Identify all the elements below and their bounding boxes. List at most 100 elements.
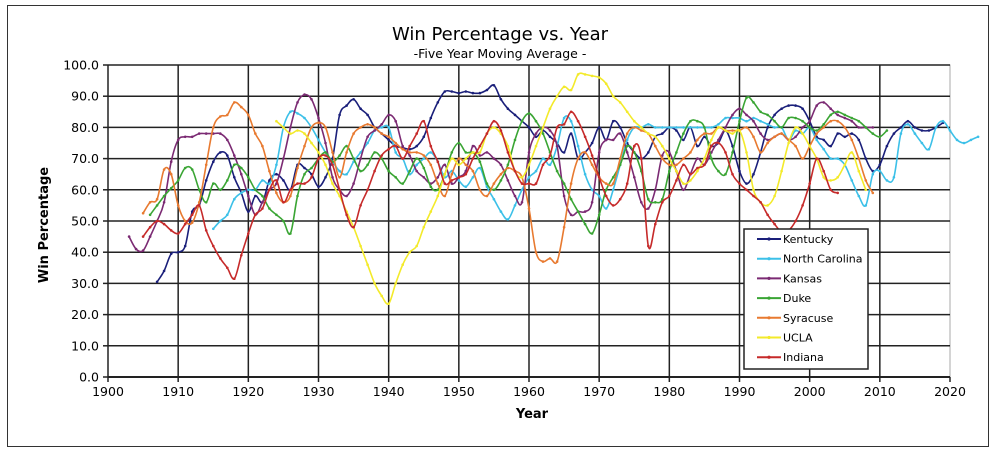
data-point	[766, 141, 769, 145]
legend-label: UCLA	[783, 332, 813, 345]
data-point	[794, 144, 797, 148]
data-point	[555, 260, 559, 263]
legend-marker	[767, 316, 771, 320]
data-point	[815, 104, 818, 107]
data-point	[661, 144, 664, 148]
data-point	[233, 277, 236, 281]
data-point	[682, 188, 685, 192]
data-point	[450, 182, 454, 185]
data-point	[359, 244, 362, 248]
data-point	[745, 182, 748, 185]
data-point	[373, 169, 376, 173]
data-point	[155, 219, 159, 223]
data-point	[155, 197, 159, 201]
data-point	[689, 126, 692, 129]
data-point	[871, 191, 875, 195]
x-tick-label: 1950	[443, 384, 475, 399]
data-point	[927, 147, 931, 151]
data-point	[836, 157, 839, 160]
data-point	[169, 229, 173, 232]
data-point	[422, 135, 426, 139]
data-point	[724, 129, 727, 132]
data-point	[443, 182, 447, 185]
data-point	[148, 235, 152, 238]
data-point	[822, 176, 825, 179]
data-point	[780, 107, 783, 110]
data-point	[338, 113, 341, 117]
data-point	[640, 201, 643, 204]
data-point	[590, 201, 594, 204]
data-point	[808, 144, 811, 148]
data-point	[583, 135, 587, 139]
data-point	[366, 263, 369, 267]
data-point	[773, 194, 776, 198]
data-point	[492, 188, 496, 192]
data-point	[689, 179, 692, 182]
data-point	[787, 104, 790, 107]
data-point	[569, 197, 573, 201]
data-point	[471, 151, 475, 154]
data-point	[359, 204, 362, 207]
data-point	[513, 204, 517, 207]
data-point	[527, 207, 531, 210]
data-point	[780, 132, 783, 135]
data-point	[604, 82, 608, 85]
data-point	[422, 119, 426, 123]
data-point	[380, 123, 384, 126]
data-point	[675, 169, 678, 173]
legend-label: North Carolina	[783, 253, 863, 266]
data-point	[464, 90, 468, 93]
data-point	[562, 225, 566, 229]
data-point	[240, 191, 243, 195]
data-point	[703, 132, 706, 135]
x-tick-label: 1920	[232, 384, 264, 399]
x-tick-label: 1910	[162, 384, 194, 399]
data-point	[275, 179, 278, 182]
data-point	[829, 157, 832, 160]
data-point	[745, 96, 748, 100]
data-point	[576, 119, 580, 123]
data-point	[471, 169, 475, 173]
data-point	[247, 113, 250, 117]
data-point	[478, 188, 482, 192]
data-point	[443, 172, 447, 176]
y-tick-label: 20.0	[71, 307, 99, 322]
data-point	[436, 160, 440, 163]
data-point	[843, 163, 847, 167]
data-point	[625, 110, 629, 114]
data-point	[331, 182, 334, 185]
data-point	[892, 132, 896, 135]
data-point	[731, 172, 734, 176]
data-point	[808, 126, 811, 129]
data-point	[829, 179, 832, 182]
data-point	[633, 126, 636, 129]
data-point	[492, 84, 496, 87]
data-point	[499, 163, 503, 167]
data-point	[562, 151, 566, 154]
data-point	[240, 254, 243, 257]
data-point	[555, 126, 559, 129]
data-point	[906, 119, 910, 123]
data-point	[226, 154, 229, 157]
data-point	[408, 250, 412, 254]
data-point	[331, 176, 334, 179]
data-point	[661, 154, 664, 157]
data-point	[141, 249, 145, 252]
data-point	[380, 126, 384, 129]
data-point	[745, 113, 748, 117]
data-point	[822, 101, 825, 104]
x-tick-label: 2020	[934, 384, 966, 399]
data-point	[576, 210, 580, 213]
data-point	[394, 141, 398, 145]
data-point	[590, 188, 594, 192]
data-point	[345, 194, 348, 198]
data-point	[345, 144, 348, 148]
data-point	[282, 219, 285, 223]
data-point	[506, 179, 510, 182]
data-point	[885, 129, 889, 132]
data-point	[611, 119, 615, 123]
data-point	[183, 219, 187, 223]
data-point	[717, 138, 720, 142]
data-point	[478, 144, 482, 148]
